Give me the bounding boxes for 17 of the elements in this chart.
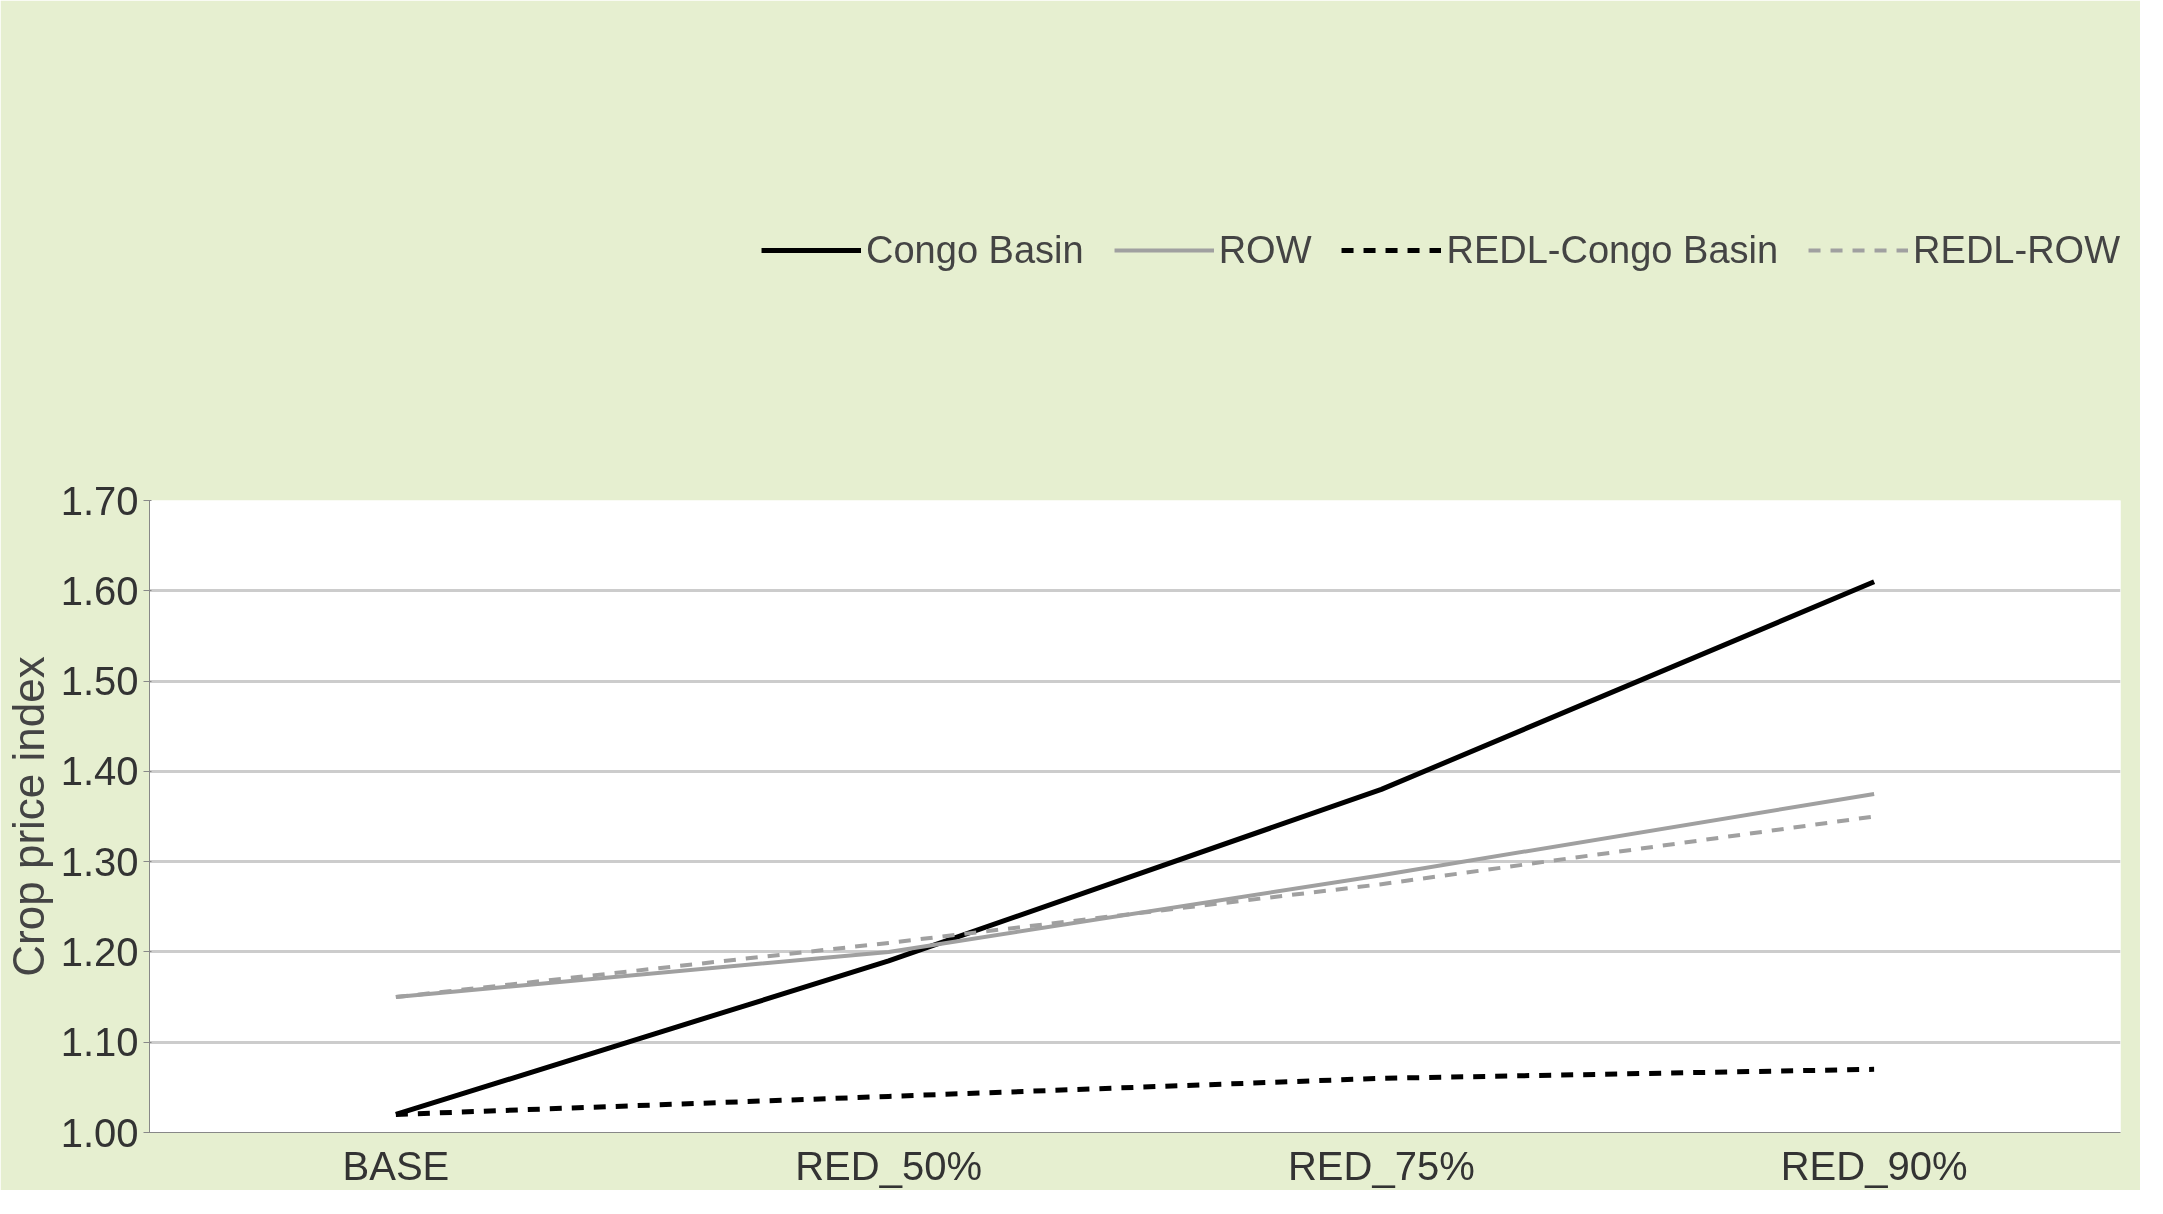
x-tick-label: RED_75% [1288, 1143, 1475, 1188]
legend-label: Congo Basin [866, 228, 1084, 272]
y-tick-label: 1.60 [60, 568, 139, 613]
y-tick-label: 1.20 [60, 929, 139, 974]
y-tick-label: 1.40 [60, 749, 139, 794]
legend-label: REDL-Congo Basin [1446, 228, 1779, 272]
y-axis-title: Crop price index [3, 656, 53, 977]
x-tick-label: RED_50% [795, 1143, 983, 1188]
legend-label: REDL-ROW [1913, 228, 2120, 272]
y-tick-label: 1.50 [60, 659, 139, 704]
y-tick-label: 1.10 [60, 1020, 139, 1065]
y-tick-label: 1.30 [60, 839, 139, 884]
x-tick-label: RED_90% [1780, 1143, 1968, 1188]
x-tick-label: BASE [342, 1143, 450, 1188]
legend-label: ROW [1218, 228, 1312, 272]
y-tick-label: 1.70 [60, 478, 139, 523]
y-tick-label: 1.00 [60, 1110, 139, 1155]
